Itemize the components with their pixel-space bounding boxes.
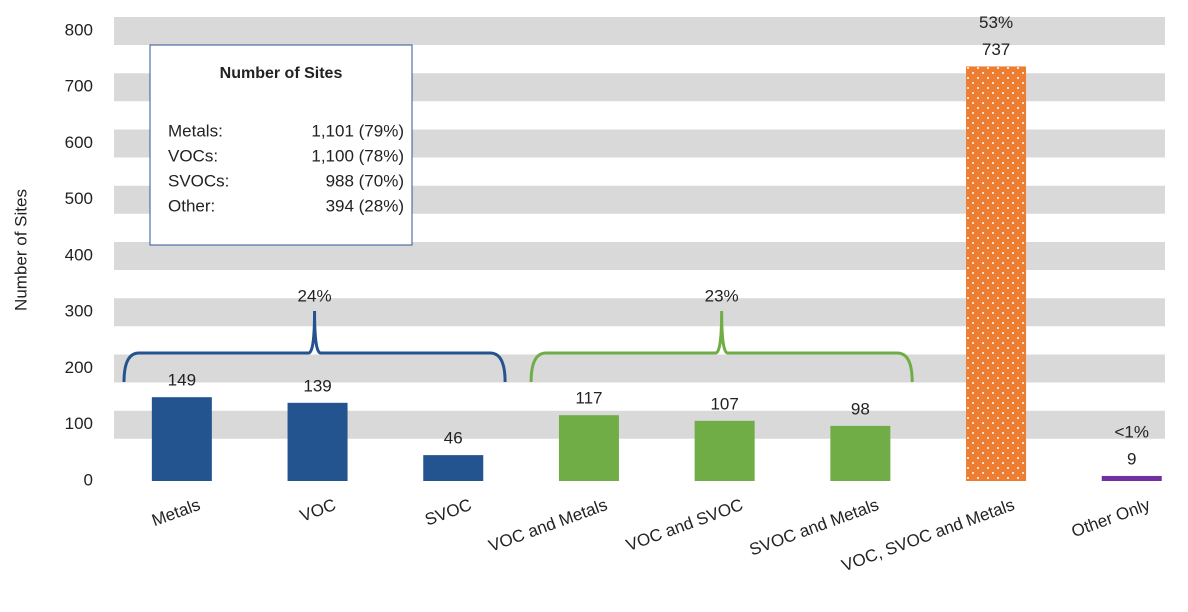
x-tick-label: Other Only: [1069, 495, 1153, 541]
group-label: 23%: [705, 286, 739, 305]
value-label: 149: [168, 371, 196, 390]
x-tick-label: SVOC: [422, 495, 474, 529]
y-tick-label: 100: [65, 414, 93, 433]
legend-label: Other:: [168, 196, 215, 215]
value-label: 98: [851, 399, 870, 418]
x-tick-label: VOC and SVOC: [624, 495, 746, 555]
bar: [287, 402, 348, 481]
legend-label: Metals:: [168, 121, 223, 140]
share-label: <1%: [1115, 422, 1150, 441]
value-label: 139: [303, 376, 331, 395]
legend-value: 1,100 (78%): [311, 146, 404, 165]
y-tick-label: 200: [65, 358, 93, 377]
group-brace: [529, 310, 914, 383]
y-tick-label: 400: [65, 245, 93, 264]
bar: [966, 66, 1027, 481]
value-label: 737: [982, 40, 1010, 59]
group-brace: [122, 310, 507, 383]
y-tick-label: 700: [65, 77, 93, 96]
y-axis-title: Number of Sites: [11, 189, 30, 311]
bar: [1101, 475, 1162, 481]
value-label: 46: [444, 429, 463, 448]
legend-value: 394 (28%): [326, 196, 404, 215]
legend-label: SVOCs:: [168, 171, 229, 190]
y-tick-label: 300: [65, 302, 93, 321]
y-tick-label: 800: [65, 20, 93, 39]
bar: [830, 425, 891, 481]
bar: [151, 397, 212, 481]
value-label: 9: [1127, 449, 1136, 468]
x-tick-label: VOC and Metals: [486, 495, 610, 556]
y-tick-label: 500: [65, 189, 93, 208]
group-label: 24%: [298, 286, 332, 305]
y-tick-label: 0: [84, 470, 93, 489]
legend-title: Number of Sites: [220, 65, 343, 82]
value-label: 117: [575, 389, 602, 408]
bar: [423, 455, 484, 481]
y-tick-label: 600: [65, 133, 93, 152]
bar: [558, 415, 619, 481]
legend-label: VOCs:: [168, 146, 218, 165]
value-label: 107: [710, 394, 738, 413]
bar: [694, 420, 755, 481]
x-tick-label: VOC: [297, 495, 338, 525]
legend-value: 1,101 (79%): [311, 121, 404, 140]
legend-box: [149, 44, 413, 246]
x-tick-label: Metals: [149, 495, 203, 530]
share-label: 53%: [979, 13, 1013, 32]
legend-value: 988 (70%): [326, 171, 404, 190]
